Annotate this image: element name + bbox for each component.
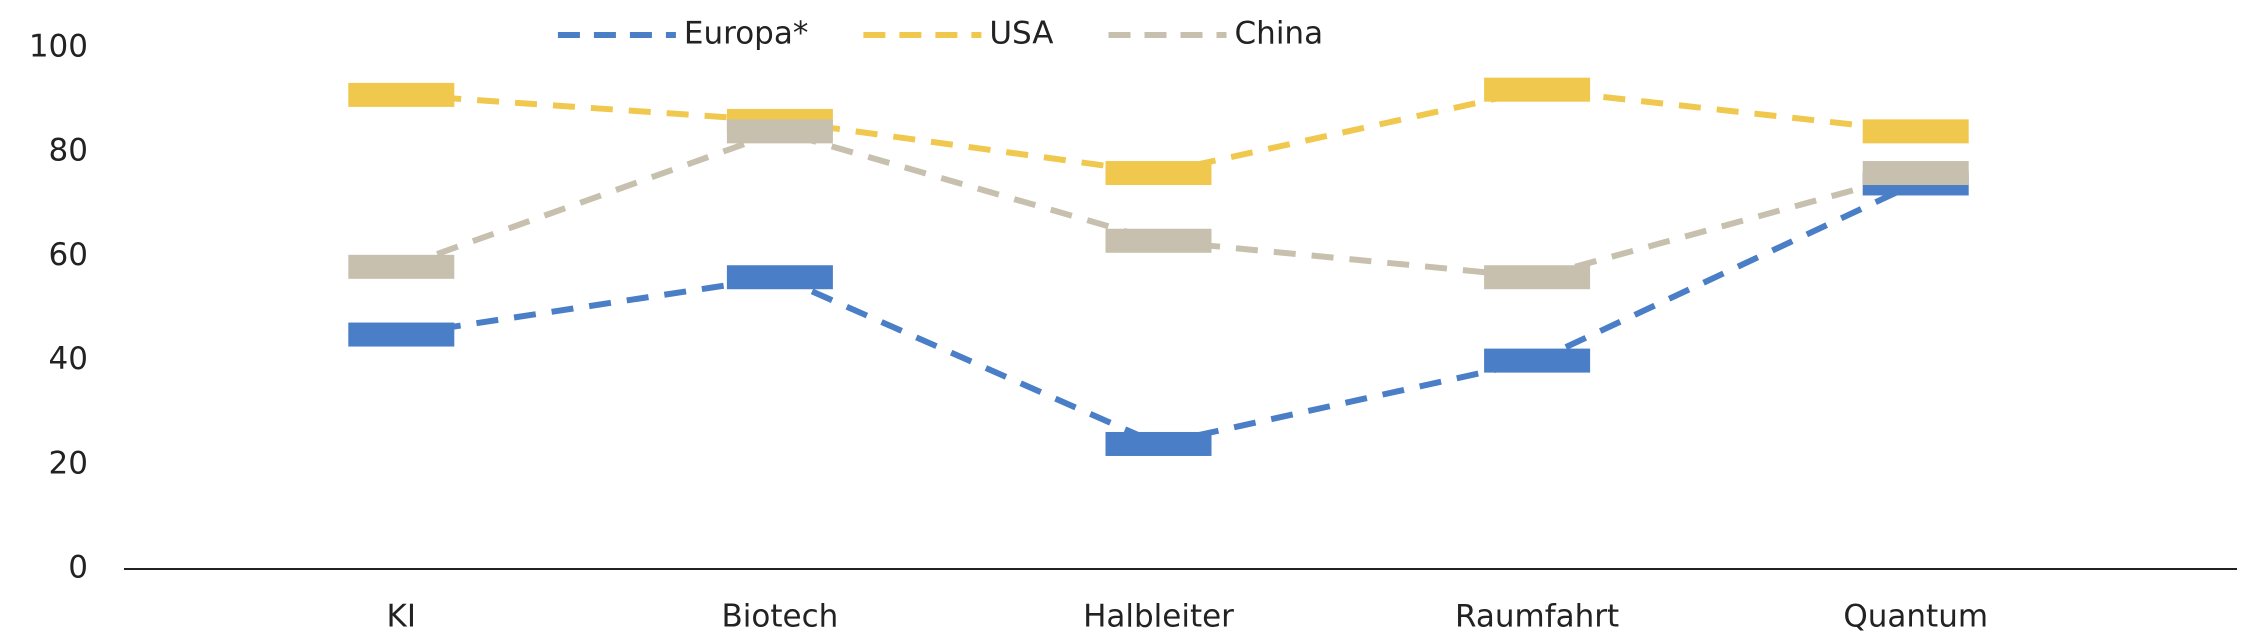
x-tick-label: Quantum — [1843, 599, 1988, 635]
y-tick-label: 0 — [68, 550, 88, 586]
y-tick-label: 80 — [49, 133, 88, 169]
y-tick-label: 40 — [49, 341, 88, 377]
x-tick-label: Biotech — [722, 599, 839, 635]
marker — [726, 265, 833, 290]
marker — [348, 254, 455, 279]
y-tick-label: 20 — [49, 445, 88, 481]
marker — [1484, 77, 1591, 102]
legend-label: Europa* — [684, 16, 808, 52]
legend: Europa* USA China — [557, 16, 1324, 52]
x-tick-label: Halbleiter — [1083, 599, 1234, 635]
y-tick-label: 60 — [49, 237, 88, 273]
series-line — [401, 86, 1917, 177]
series-line — [400, 180, 1917, 448]
x-tick-label: Raumfahrt — [1455, 599, 1619, 635]
marker — [1105, 161, 1212, 186]
marker — [726, 119, 833, 144]
legend-label: USA — [989, 16, 1053, 52]
marker — [1105, 228, 1212, 253]
marker — [1862, 161, 1969, 186]
y-tick-label: 100 — [29, 29, 88, 65]
legend-label: China — [1235, 16, 1324, 52]
marker — [1862, 119, 1969, 144]
marker — [1484, 348, 1591, 373]
marker — [1484, 265, 1591, 290]
marker — [348, 322, 455, 347]
marker — [348, 82, 455, 107]
x-tick-label: KI — [387, 599, 416, 635]
series-line — [400, 128, 1917, 281]
marker — [1105, 431, 1212, 456]
